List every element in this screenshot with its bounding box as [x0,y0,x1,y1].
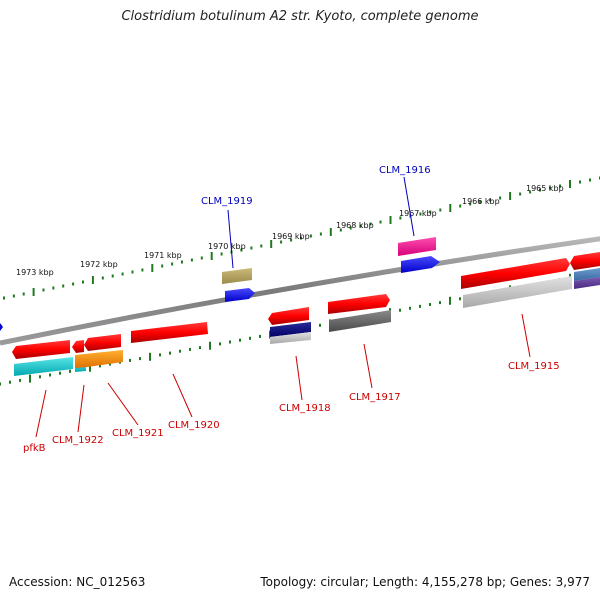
gene-clm-1919-cds[interactable] [222,268,252,284]
gene-clm-1915[interactable] [461,258,570,289]
feature-gray-light[interactable] [463,276,572,308]
gene-clm-1920[interactable] [131,322,208,343]
label-clm-1916[interactable]: CLM_1916 [379,165,431,176]
leader-clm-1920 [172,373,193,418]
kbp-label: 1965 kbp [526,184,564,193]
gene-clm-1919[interactable] [225,288,255,302]
feature-gray-light-small[interactable] [270,332,311,344]
gene-clm-1916-cds[interactable] [398,237,436,256]
leader-clm-1916 [403,176,415,237]
feature-cyan[interactable] [14,357,73,376]
leader-clm-1918 [295,355,303,401]
leader-clm-1919 [227,209,234,269]
label-clm-1922[interactable]: CLM_1922 [52,435,104,446]
kbp-label: 1973 kbp [16,268,54,277]
reverse-strand-genes [12,268,600,376]
kbp-label: 1967 kbp [399,209,437,218]
leader-clm-1915 [521,313,531,358]
feature-gray-dark[interactable] [329,310,391,332]
gene-pfkb[interactable] [12,340,70,359]
gene-clm-1916[interactable] [401,256,440,273]
gene-clm-1922[interactable] [72,340,84,353]
label-pfkb[interactable]: pfkB [23,443,46,454]
gene-clm-1918[interactable] [268,307,309,325]
feature-purple[interactable] [574,277,600,289]
map-title: Clostridium botulinum A2 str. Kyoto, com… [121,9,479,24]
kbp-label: 1970 kbp [208,242,246,251]
kbp-label: 1972 kbp [80,260,118,269]
feature-orange[interactable] [75,350,123,368]
gene-clm-1914[interactable] [570,252,600,270]
label-clm-1918[interactable]: CLM_1918 [279,403,331,414]
feature-steel[interactable] [574,268,600,281]
kbp-label: 1966 kbp [462,197,500,206]
leader-pfkb [35,389,47,438]
leader-clm-1922 [77,384,85,433]
outer-tick-track [3,176,600,300]
leader-clm-1917 [363,343,373,389]
kbp-label: 1971 kbp [144,251,182,260]
forward-strand-genes [131,237,600,343]
genome-backbone [0,236,600,346]
accession-text: Accession: NC_012563 [9,575,146,589]
kbp-label: 1969 kbp [272,232,310,241]
gene-clm-1921[interactable] [84,334,121,351]
kbp-label: 1968 kbp [336,221,374,230]
gene-clm-1917[interactable] [328,294,390,314]
label-clm-1915[interactable]: CLM_1915 [508,361,560,372]
label-clm-1919[interactable]: CLM_1919 [201,196,253,207]
edge-marker [0,323,3,331]
label-clm-1920[interactable]: CLM_1920 [168,420,220,431]
leader-clm-1921 [107,382,139,426]
label-clm-1917[interactable]: CLM_1917 [349,392,401,403]
topology-text: Topology: circular; Length: 4,155,278 bp… [260,575,590,589]
label-clm-1921[interactable]: CLM_1921 [112,428,164,439]
